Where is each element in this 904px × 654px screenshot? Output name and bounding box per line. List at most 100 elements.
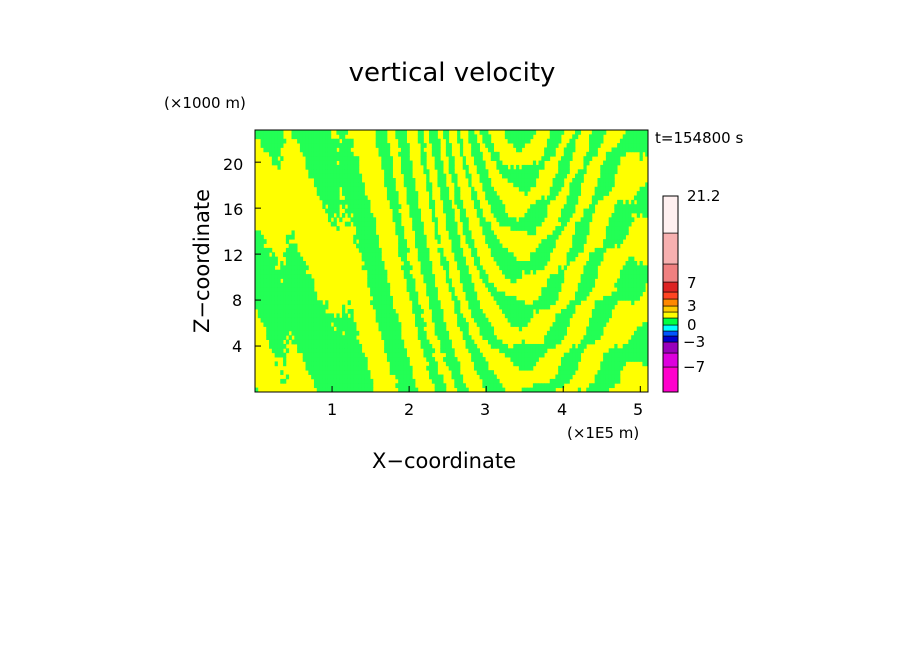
heatmap-cell — [319, 151, 323, 157]
heatmap-cell — [549, 383, 553, 389]
heatmap-cell — [361, 230, 365, 236]
heatmap-cell — [406, 357, 410, 362]
heatmap-cell — [636, 130, 640, 135]
heatmap-cell — [552, 195, 556, 201]
heatmap-cell — [370, 243, 374, 249]
heatmap-cell — [493, 256, 497, 262]
heatmap-cell — [288, 326, 292, 332]
heatmap-cell — [325, 208, 329, 214]
heatmap-cell — [440, 378, 444, 384]
heatmap-cell — [549, 186, 553, 192]
heatmap-cell — [381, 274, 385, 279]
heatmap-cell — [451, 208, 455, 214]
heatmap-cell — [479, 352, 483, 358]
heatmap-cell — [361, 208, 365, 214]
heatmap-cell — [277, 317, 281, 323]
heatmap-cell — [342, 317, 346, 323]
heatmap-cell — [454, 226, 458, 231]
heatmap-cell — [356, 357, 360, 362]
heatmap-cell — [339, 143, 343, 148]
heatmap-cell — [316, 164, 320, 170]
heatmap-cell — [575, 300, 579, 306]
heatmap-cell — [552, 287, 556, 292]
heatmap-cell — [479, 309, 483, 314]
heatmap-cell — [291, 317, 295, 323]
heatmap-cell — [339, 343, 343, 349]
heatmap-cell — [308, 357, 312, 362]
heatmap-cell — [617, 370, 621, 375]
heatmap-cell — [403, 370, 407, 375]
heatmap-cell — [339, 370, 343, 375]
heatmap-cell — [572, 239, 576, 244]
heatmap-cell — [603, 313, 607, 319]
heatmap-cell — [426, 339, 430, 345]
heatmap-cell — [566, 322, 570, 327]
heatmap-cell — [378, 322, 382, 327]
heatmap-cell — [569, 191, 573, 196]
heatmap-cell — [325, 164, 329, 170]
heatmap-cell — [558, 370, 562, 375]
heatmap-cell — [600, 300, 604, 306]
heatmap-cell — [490, 204, 495, 209]
heatmap-cell — [277, 282, 281, 288]
heatmap-cell — [496, 252, 500, 258]
heatmap-cell — [280, 300, 284, 306]
heatmap-cell — [325, 326, 329, 332]
heatmap-cell — [336, 204, 340, 209]
heatmap-cell — [302, 335, 306, 340]
heatmap-cell — [555, 178, 559, 183]
heatmap-cell — [417, 247, 422, 253]
heatmap-cell — [420, 339, 424, 345]
heatmap-cell — [560, 335, 565, 340]
heatmap-cell — [409, 164, 413, 170]
heatmap-cell — [392, 217, 396, 223]
heatmap-cell — [423, 274, 427, 279]
heatmap-cell — [513, 322, 517, 327]
heatmap-cell — [527, 182, 531, 188]
heatmap-cell — [420, 143, 424, 148]
heatmap-cell — [563, 357, 567, 362]
heatmap-cell — [459, 204, 464, 209]
heatmap-cell — [608, 156, 612, 161]
heatmap-cell — [361, 370, 365, 375]
heatmap-cell — [409, 195, 413, 201]
heatmap-cell — [490, 330, 495, 336]
heatmap-cell — [302, 322, 306, 327]
heatmap-cell — [271, 335, 276, 340]
heatmap-cell — [437, 378, 441, 384]
heatmap-cell — [409, 173, 413, 179]
heatmap-cell — [389, 204, 393, 209]
heatmap-cell — [386, 313, 391, 319]
heatmap-cell — [642, 138, 646, 144]
heatmap-cell — [572, 208, 576, 214]
heatmap-cell — [603, 322, 607, 327]
heatmap-cell — [614, 151, 618, 157]
heatmap-cell — [367, 274, 371, 279]
heatmap-cell — [255, 282, 259, 288]
heatmap-cell — [336, 186, 340, 192]
heatmap-cell — [330, 339, 334, 345]
heatmap-cell — [631, 138, 635, 144]
heatmap-cell — [499, 160, 503, 166]
heatmap-cell — [552, 383, 556, 389]
heatmap-cell — [451, 361, 455, 367]
heatmap-cell — [260, 304, 264, 310]
heatmap-cell — [451, 226, 455, 231]
heatmap-cell — [625, 143, 629, 148]
heatmap-cell — [319, 339, 323, 345]
heatmap-cell — [451, 352, 455, 358]
heatmap-cell — [294, 130, 298, 135]
heatmap-cell — [313, 370, 318, 375]
heatmap-cell — [631, 217, 635, 223]
heatmap-cell — [631, 339, 635, 345]
heatmap-cell — [437, 374, 441, 380]
heatmap-cell — [437, 138, 441, 144]
heatmap-cell — [327, 383, 332, 389]
heatmap-cell — [327, 178, 332, 183]
heatmap-cell — [429, 365, 433, 371]
heatmap-cell — [518, 261, 523, 266]
heatmap-cell — [431, 278, 436, 284]
heatmap-cell — [406, 278, 410, 284]
heatmap-cell — [367, 265, 371, 271]
heatmap-cell — [479, 317, 483, 323]
